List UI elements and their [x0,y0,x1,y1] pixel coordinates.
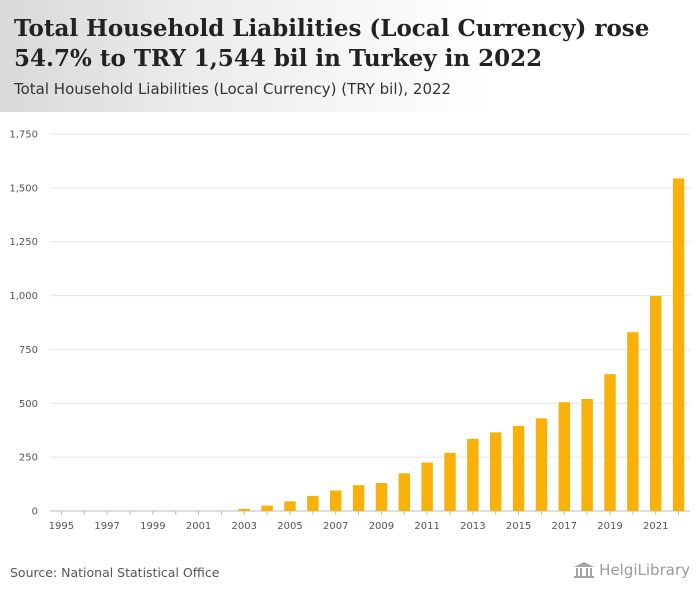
y-tick-label: 250 [19,453,38,464]
bar [352,485,365,511]
y-tick-label: 1,500 [9,183,38,194]
bar-chart: 0 250 500 750 1,000 1,250 1,500 1,750 1995 1997 19… [9,130,690,532]
bar [650,296,662,511]
x-tick-label: 2015 [506,521,531,532]
y-tick-label: 1,250 [9,237,38,248]
x-tick-label: 2009 [369,521,394,532]
x-tick-label: 1997 [94,521,119,532]
chart-subtitle: Total Household Liabilities (Local Curre… [14,80,452,98]
x-tick-label: 2003 [232,521,257,532]
x-tick-label: 2007 [323,521,348,532]
bar [627,332,639,511]
logo-text: HelgiLibrary [599,561,690,579]
bar [398,473,410,511]
y-tick-label: 0 [32,507,38,518]
library-building-icon [574,562,595,578]
bar [558,402,570,511]
bar [261,505,273,511]
bar [581,398,593,511]
source-note: Source: National Statistical Office [10,565,220,580]
bar [672,178,685,511]
x-tick-label: 2013 [460,521,485,532]
bar [238,508,250,511]
x-tick-label: 1999 [140,521,165,532]
y-tick-label: 1,000 [9,291,38,302]
y-tick-label: 500 [19,399,38,410]
x-tick-label: 2021 [643,521,668,532]
bar [444,452,456,511]
x-tick-label: 2017 [552,521,577,532]
helgi-library-logo[interactable]: HelgiLibrary [573,561,690,579]
chart-title: Total Household Liabilities (Local Curre… [14,15,650,72]
bar [330,490,342,511]
x-tick-label: 1995 [49,521,74,532]
bar [467,438,479,511]
x-tick-label: 2011 [414,521,439,532]
bar [284,501,296,511]
bar [604,374,616,511]
header: Total Household Liabilities (Local Curre… [0,0,700,112]
bar [512,425,525,511]
x-tick-label: 2019 [597,521,622,532]
bar [490,432,502,511]
x-tick-label: 2005 [277,521,302,532]
x-tick-label: 2001 [186,521,211,532]
bar [535,418,548,511]
bar [421,462,433,511]
y-tick-label: 1,750 [9,130,38,141]
bar [307,495,319,511]
y-tick-label: 750 [19,345,38,356]
footer: Source: National Statistical Office Helg… [0,556,700,596]
bar [375,482,388,511]
